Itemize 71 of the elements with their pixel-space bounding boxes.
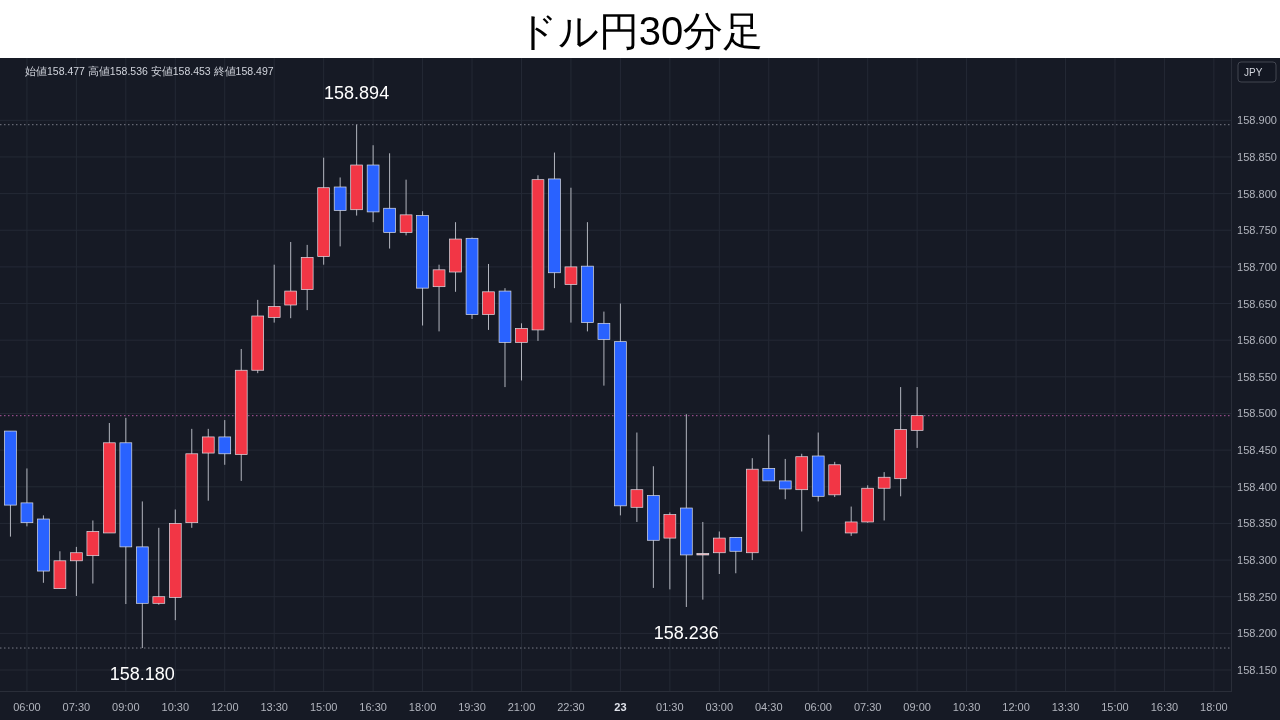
y-tick-label: 158.250	[1237, 590, 1277, 603]
y-tick-label: 158.300	[1237, 554, 1277, 567]
chart-title: ドル円30分足	[516, 9, 764, 53]
y-tick-label: 158.500	[1237, 407, 1277, 420]
y-tick-label: 158.200	[1237, 627, 1277, 640]
candlestick	[762, 434, 776, 482]
x-tick-label: 16:30	[1150, 701, 1179, 713]
y-tick-label: 158.700	[1237, 260, 1277, 273]
x-tick-label: 23	[614, 701, 627, 713]
x-tick-label: 06:00	[13, 701, 41, 713]
x-tick-label: 12:00	[1002, 701, 1030, 713]
annotation: 158.236	[653, 622, 719, 643]
y-tick-label: 158.350	[1237, 517, 1277, 530]
x-tick-label: 09:00	[112, 701, 140, 713]
x-tick-label: 22:30	[557, 701, 585, 713]
y-tick-label: 158.900	[1237, 114, 1277, 127]
y-tick-label: 158.850	[1237, 150, 1277, 163]
x-tick-label: 06:00	[804, 701, 832, 713]
candlestick	[515, 322, 528, 381]
x-tick-label: 18:00	[1200, 701, 1228, 713]
x-tick-label: 01:30	[656, 701, 684, 713]
candlestick	[663, 511, 677, 590]
candlestick	[482, 263, 495, 331]
candlestick	[597, 311, 611, 387]
y-axis-title: JPY	[1244, 66, 1263, 78]
x-tick-label: 12:00	[210, 701, 239, 713]
candlestick	[152, 527, 166, 606]
annotation: 始値158.477 高値158.536 安値158.453 終値158.497	[25, 65, 274, 77]
candlestick	[20, 467, 34, 527]
candlestick	[877, 471, 891, 521]
x-tick-label: 10:30	[161, 701, 190, 713]
candlestick	[399, 179, 413, 236]
x-tick-label: 15:00	[1101, 701, 1129, 713]
annotation: 158.894	[324, 82, 390, 103]
candlestick	[729, 536, 743, 574]
candlestick	[218, 419, 232, 466]
candlestick	[267, 264, 281, 324]
x-tick-label: 16:30	[359, 701, 387, 713]
x-tick-label: 13:30	[1051, 701, 1080, 713]
x-tick-label: 04:30	[755, 701, 783, 713]
candlestick	[70, 546, 83, 597]
y-tick-label: 158.150	[1237, 664, 1277, 677]
candlestick	[284, 241, 297, 319]
x-tick-label: 13:30	[260, 701, 288, 713]
candlestick	[201, 428, 215, 502]
y-tick-label: 158.800	[1237, 187, 1277, 200]
y-tick-label: 158.450	[1237, 444, 1277, 457]
candlestick	[778, 458, 792, 500]
candlestick	[333, 176, 347, 247]
x-tick-label: 09:00	[903, 701, 931, 713]
candlestick	[696, 521, 710, 601]
annotation: 158.180	[109, 664, 175, 685]
x-tick-label: 18:00	[408, 701, 437, 713]
y-tick-label: 158.600	[1237, 334, 1277, 347]
x-tick-label: 07:30	[62, 701, 91, 713]
x-tick-label: 15:00	[309, 701, 338, 713]
candlestick	[844, 506, 858, 537]
y-tick-label: 158.750	[1237, 224, 1277, 237]
candlestick	[630, 432, 644, 523]
x-tick-label: 21:00	[507, 701, 536, 713]
candlestick	[432, 264, 446, 332]
y-tick-label: 158.650	[1237, 297, 1277, 310]
x-tick-label: 07:30	[853, 701, 882, 713]
candlestick	[910, 386, 924, 449]
x-tick-label: 03:00	[705, 701, 734, 713]
y-tick-label: 158.400	[1237, 480, 1277, 493]
candlestick	[564, 187, 578, 324]
x-tick-label: 19:30	[458, 701, 486, 713]
candlestick	[713, 530, 726, 575]
x-tick-label: 10:30	[952, 701, 981, 713]
y-tick-label: 158.550	[1237, 370, 1277, 383]
